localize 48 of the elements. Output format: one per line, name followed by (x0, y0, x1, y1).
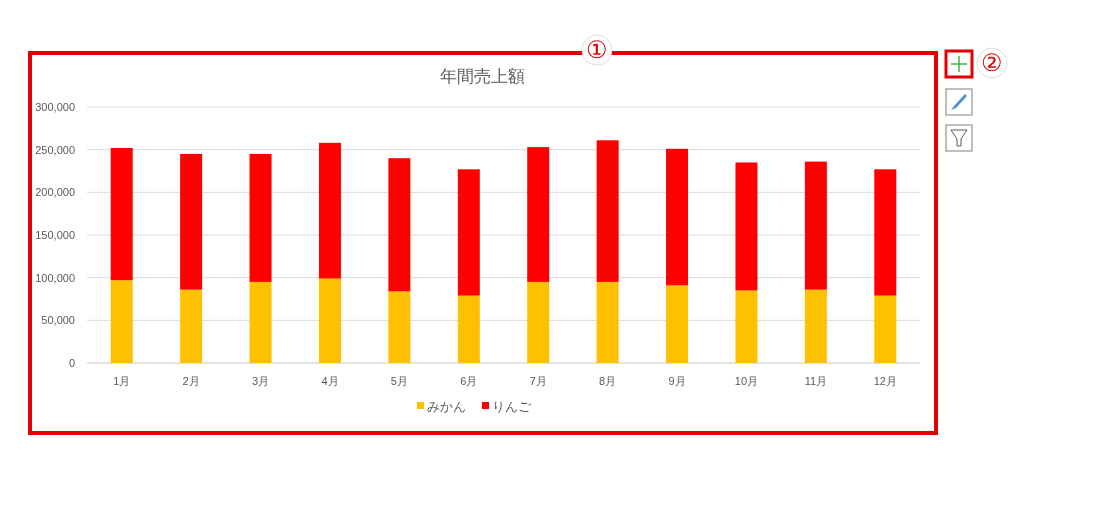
bar (180, 289, 203, 363)
x-tick-label: 6月 (460, 375, 478, 387)
bar (457, 295, 480, 363)
x-tick-label: 11月 (804, 375, 828, 387)
y-tick-label: 250,000 (35, 143, 75, 156)
y-tick-label: 200,000 (35, 186, 75, 199)
bar (180, 153, 203, 290)
y-tick-label: 0 (68, 357, 75, 369)
legend-label: りんご (492, 399, 532, 414)
y-tick-label: 150,000 (35, 229, 75, 241)
x-tick-label: 7月 (529, 375, 547, 387)
bar (596, 281, 619, 363)
bar (804, 161, 827, 290)
bar (388, 291, 411, 363)
bar (388, 158, 411, 292)
bar (249, 153, 272, 282)
x-tick-label: 5月 (390, 375, 408, 387)
bar (804, 289, 827, 363)
x-tick-label: 9月 (668, 375, 686, 387)
bar (735, 290, 758, 363)
bar (527, 147, 550, 282)
chart-title: 年間売上額 (439, 67, 525, 86)
bar (666, 148, 689, 286)
bar (457, 169, 480, 296)
legend-label: みかん (427, 399, 466, 414)
x-tick-label: 4月 (321, 375, 339, 387)
bar (318, 142, 341, 279)
bar (874, 169, 897, 296)
bar (735, 162, 758, 291)
text: ① (586, 36, 608, 63)
bar (249, 281, 272, 363)
bar (874, 295, 897, 363)
x-tick-label: 8月 (599, 375, 617, 387)
text: ② (981, 49, 1003, 76)
x-tick-label: 2月 (182, 375, 200, 387)
bar (596, 140, 619, 282)
x-tick-label: 12月 (873, 375, 897, 387)
bar (666, 285, 689, 363)
bar (110, 280, 133, 363)
x-tick-label: 1月 (113, 375, 131, 387)
x-tick-label: 3月 (251, 375, 270, 387)
x-tick-label: 10月 (734, 375, 759, 387)
y-tick-label: 100,000 (35, 271, 75, 284)
bar (527, 281, 550, 363)
bar (110, 147, 133, 281)
y-tick-label: 300,000 (35, 101, 75, 113)
y-tick-label: 50,000 (41, 314, 75, 327)
bar (318, 278, 341, 363)
